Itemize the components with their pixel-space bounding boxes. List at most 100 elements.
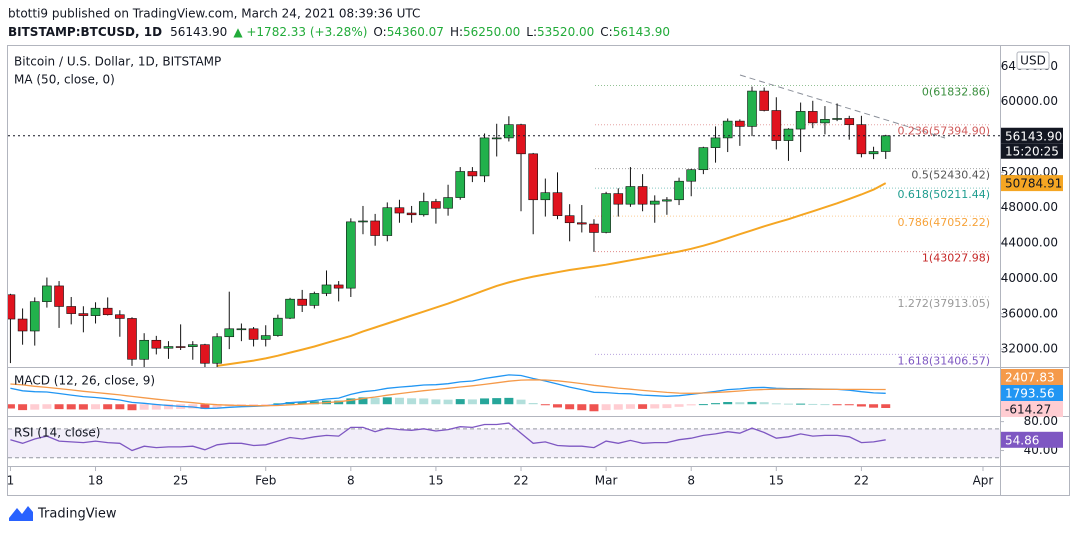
macd-tag: -614.27 <box>1001 401 1063 417</box>
ohlc-key: H: <box>450 25 463 39</box>
candle-body <box>880 135 891 152</box>
ohlc-key: O: <box>373 25 386 39</box>
candle-body <box>163 346 174 349</box>
histogram-bar <box>540 404 550 406</box>
candle-body <box>868 151 879 155</box>
macd-pane <box>8 374 891 412</box>
candle-body <box>832 118 842 120</box>
histogram-bar <box>103 404 113 410</box>
candle-body <box>431 201 441 209</box>
histogram-bar <box>455 399 465 405</box>
candle-body <box>102 307 113 316</box>
candle-body <box>418 201 429 216</box>
pane-title: MACD (12, 26, close, 9) <box>14 374 155 388</box>
histogram-bar <box>650 404 660 409</box>
candle-body <box>783 128 794 141</box>
candle-body <box>285 298 295 319</box>
price-pane: 0(61832.86) 0.236(57394.90) 0.5(52430.42) 0… <box>8 84 1000 367</box>
histogram-bar <box>273 403 283 405</box>
candle-body <box>17 318 28 332</box>
ohlc-key: C: <box>600 25 612 39</box>
y-tick-label: 60000.00 <box>1001 94 1058 108</box>
histogram-bar <box>504 397 514 405</box>
candle-body <box>90 307 101 316</box>
histogram-bar <box>796 403 806 405</box>
candle-body <box>564 215 575 224</box>
x-tick-label: Feb <box>255 474 276 488</box>
histogram-bar <box>832 404 842 406</box>
rsi-tag-text: 54.86 <box>1005 433 1039 447</box>
histogram-bar <box>66 404 76 410</box>
candle-body <box>273 317 283 336</box>
histogram-bar <box>334 400 344 405</box>
fib-label: 1.618(31406.57) <box>897 354 990 367</box>
histogram-bar <box>18 404 28 411</box>
candle-body <box>710 137 721 148</box>
candle-body <box>42 285 52 302</box>
candle-body <box>552 192 563 216</box>
rsi-line <box>10 422 886 452</box>
candle-body <box>807 111 818 124</box>
histogram-bar <box>297 401 307 405</box>
histogram-bar <box>638 404 648 409</box>
histogram-bar <box>662 404 672 409</box>
y-tick-label: 48000.00 <box>1001 200 1058 214</box>
histogram-bar <box>686 404 696 406</box>
brand-name: TradingView <box>37 507 117 522</box>
macd-tag: 2407.83 <box>1001 369 1063 385</box>
x-tick-label: Apr <box>973 474 994 488</box>
histogram-bar <box>881 404 891 408</box>
histogram-bar <box>163 404 173 410</box>
histogram-bar <box>783 403 793 405</box>
candle-body <box>455 171 466 198</box>
histogram-bar <box>78 404 88 410</box>
currency-box-bg <box>1016 51 1050 70</box>
histogram-bar <box>346 398 356 405</box>
candle-body <box>479 137 490 177</box>
histogram-bar <box>151 404 161 410</box>
candle-body <box>540 192 551 201</box>
symbol-line: BITSTAMP:BTCUSD, 1D 56143.90 ▲ +1782.33 (+… <box>8 25 670 39</box>
legend-entry: MA (50, close, 0) <box>14 73 115 87</box>
candle-body <box>491 137 502 140</box>
last-price-tag-box <box>1001 127 1063 144</box>
histogram-bar <box>115 404 125 410</box>
y-tick-label: 36000.00 <box>1001 306 1058 320</box>
histogram-bar <box>747 401 757 405</box>
candle-body <box>333 284 344 289</box>
y-tick-label: 40000.00 <box>1001 271 1058 285</box>
histogram-bar <box>358 397 368 405</box>
macd-line <box>10 374 886 410</box>
histogram-bar <box>8 404 15 409</box>
histogram-bar <box>480 398 490 405</box>
ohlc-value: 56250.00 <box>463 25 520 39</box>
histogram-bar <box>236 404 246 406</box>
candle-body <box>260 335 271 340</box>
histogram-bar <box>443 399 453 405</box>
candle-body <box>175 346 186 348</box>
histogram-bar <box>394 397 404 405</box>
pane-title: RSI (14, close) <box>14 426 100 440</box>
histogram-bar <box>820 404 830 406</box>
ohlc-key: L: <box>526 25 537 39</box>
symbol: BITSTAMP:BTCUSD, 1D <box>8 25 162 39</box>
macd-tag-box <box>1001 369 1063 385</box>
candle-body <box>625 186 636 205</box>
candle-body <box>820 119 830 124</box>
candle-body <box>297 298 307 306</box>
ohlc-value: 56143.90 <box>613 25 670 39</box>
x-tick-label: 22 <box>854 474 869 488</box>
trend-line <box>739 74 946 139</box>
macd-tag-text: 1793.56 <box>1005 387 1055 401</box>
histogram-bar <box>42 404 52 409</box>
candle-body <box>370 220 380 236</box>
histogram-bar <box>711 403 721 405</box>
candle-body <box>406 212 417 216</box>
countdown: 15:20:25 <box>1005 144 1059 158</box>
candle-body <box>735 120 745 127</box>
histogram-bar <box>407 398 417 405</box>
x-tick-label: 8 <box>687 474 695 488</box>
candle-body <box>662 199 672 202</box>
histogram-bar <box>589 404 599 412</box>
x-tick-label: 15 <box>428 474 443 488</box>
